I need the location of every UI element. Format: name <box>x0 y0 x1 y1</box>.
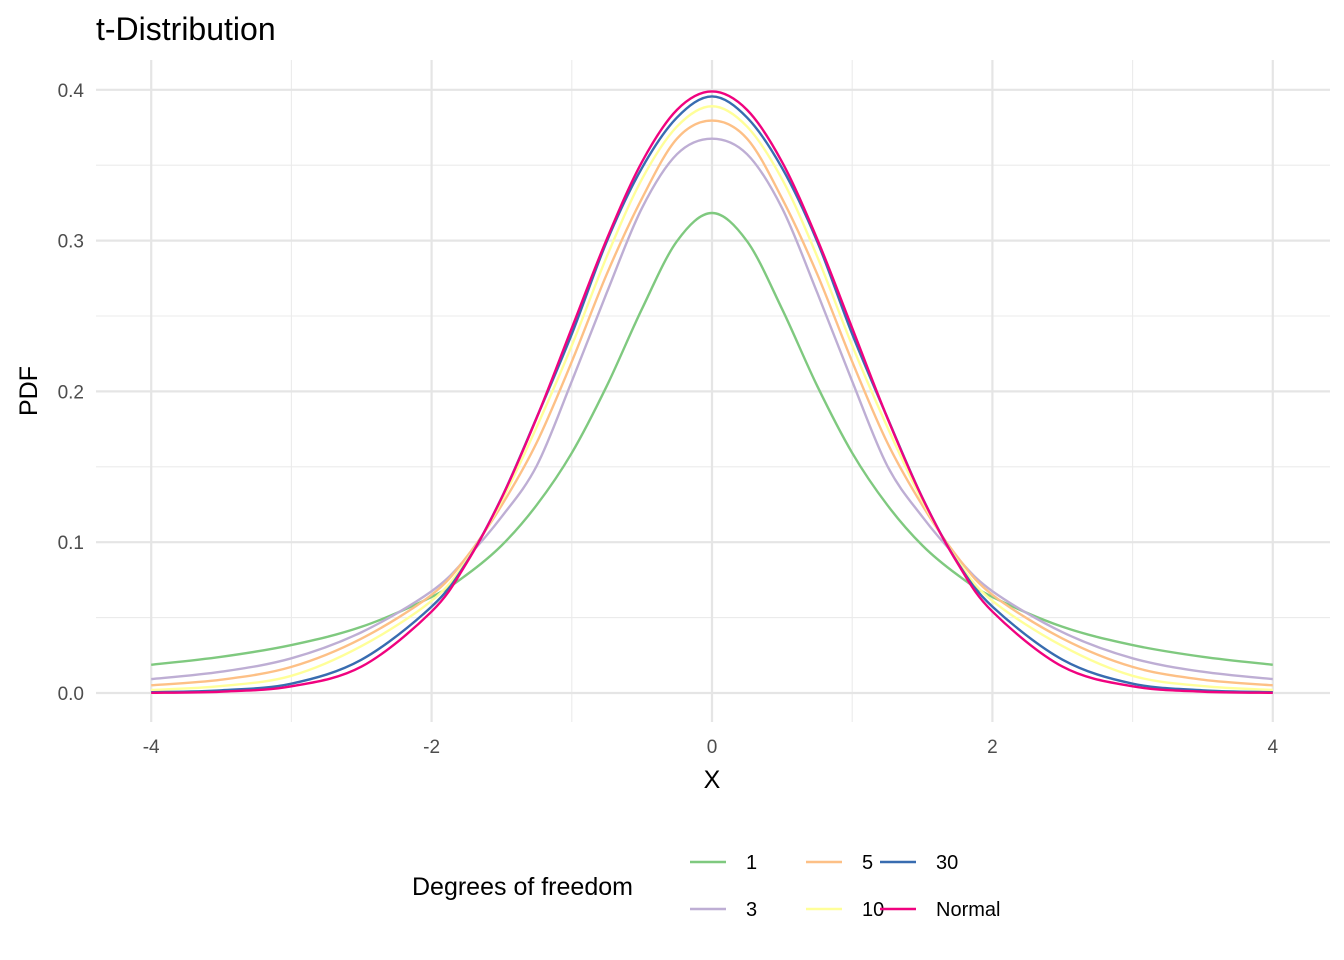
major-gridlines <box>96 60 1330 722</box>
legend-label-5: 5 <box>862 852 873 874</box>
series-lines <box>151 90 1273 695</box>
x-tick-label: -4 <box>143 737 160 758</box>
series-line-1 <box>151 211 1273 666</box>
x-tick-label: 4 <box>1268 737 1279 758</box>
y-tick-label: 0.1 <box>58 533 84 554</box>
y-tick-label: 0.0 <box>58 684 84 705</box>
legend-item-30: 30 <box>880 852 958 874</box>
series-line-normal <box>151 90 1273 695</box>
x-tick-label: 2 <box>987 737 998 758</box>
legend-label-normal: Normal <box>936 899 1000 921</box>
y-axis-title: PDF <box>15 366 43 416</box>
legend-item-3: 3 <box>690 899 757 921</box>
legend: Degrees of freedom 1 3 5 10 30 Normal <box>412 852 1000 921</box>
legend-title: Degrees of freedom <box>412 873 633 901</box>
x-tick-label: 0 <box>707 737 718 758</box>
legend-item-10: 10 <box>806 899 884 921</box>
y-tick-label: 0.3 <box>58 232 84 253</box>
chart-title: t-Distribution <box>96 11 276 47</box>
legend-item-normal: Normal <box>880 899 1000 921</box>
series-line-5 <box>151 119 1273 687</box>
legend-label-1: 1 <box>746 852 757 874</box>
legend-item-5: 5 <box>806 852 873 874</box>
y-axis-tick-labels: 0.0 0.1 0.2 0.3 0.4 <box>58 81 85 705</box>
legend-label-30: 30 <box>936 852 958 874</box>
series-line-3 <box>151 137 1273 681</box>
legend-item-1: 1 <box>690 852 757 874</box>
y-tick-label: 0.4 <box>58 81 85 102</box>
legend-label-10: 10 <box>862 899 884 921</box>
x-axis-title: X <box>704 766 721 794</box>
series-line-30 <box>151 95 1273 694</box>
series-line-10 <box>151 105 1273 692</box>
legend-label-3: 3 <box>746 899 757 921</box>
legend-items: 1 3 5 10 30 Normal <box>690 852 1000 921</box>
x-axis-tick-labels: -4 -2 0 2 4 <box>143 737 1279 758</box>
y-tick-label: 0.2 <box>58 382 84 403</box>
x-tick-label: -2 <box>423 737 440 758</box>
